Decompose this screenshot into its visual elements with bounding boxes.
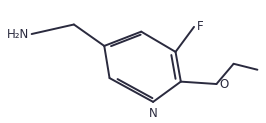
Text: N: N: [149, 107, 157, 120]
Text: O: O: [219, 77, 228, 91]
Text: H₂N: H₂N: [7, 28, 29, 40]
Text: F: F: [197, 20, 203, 33]
